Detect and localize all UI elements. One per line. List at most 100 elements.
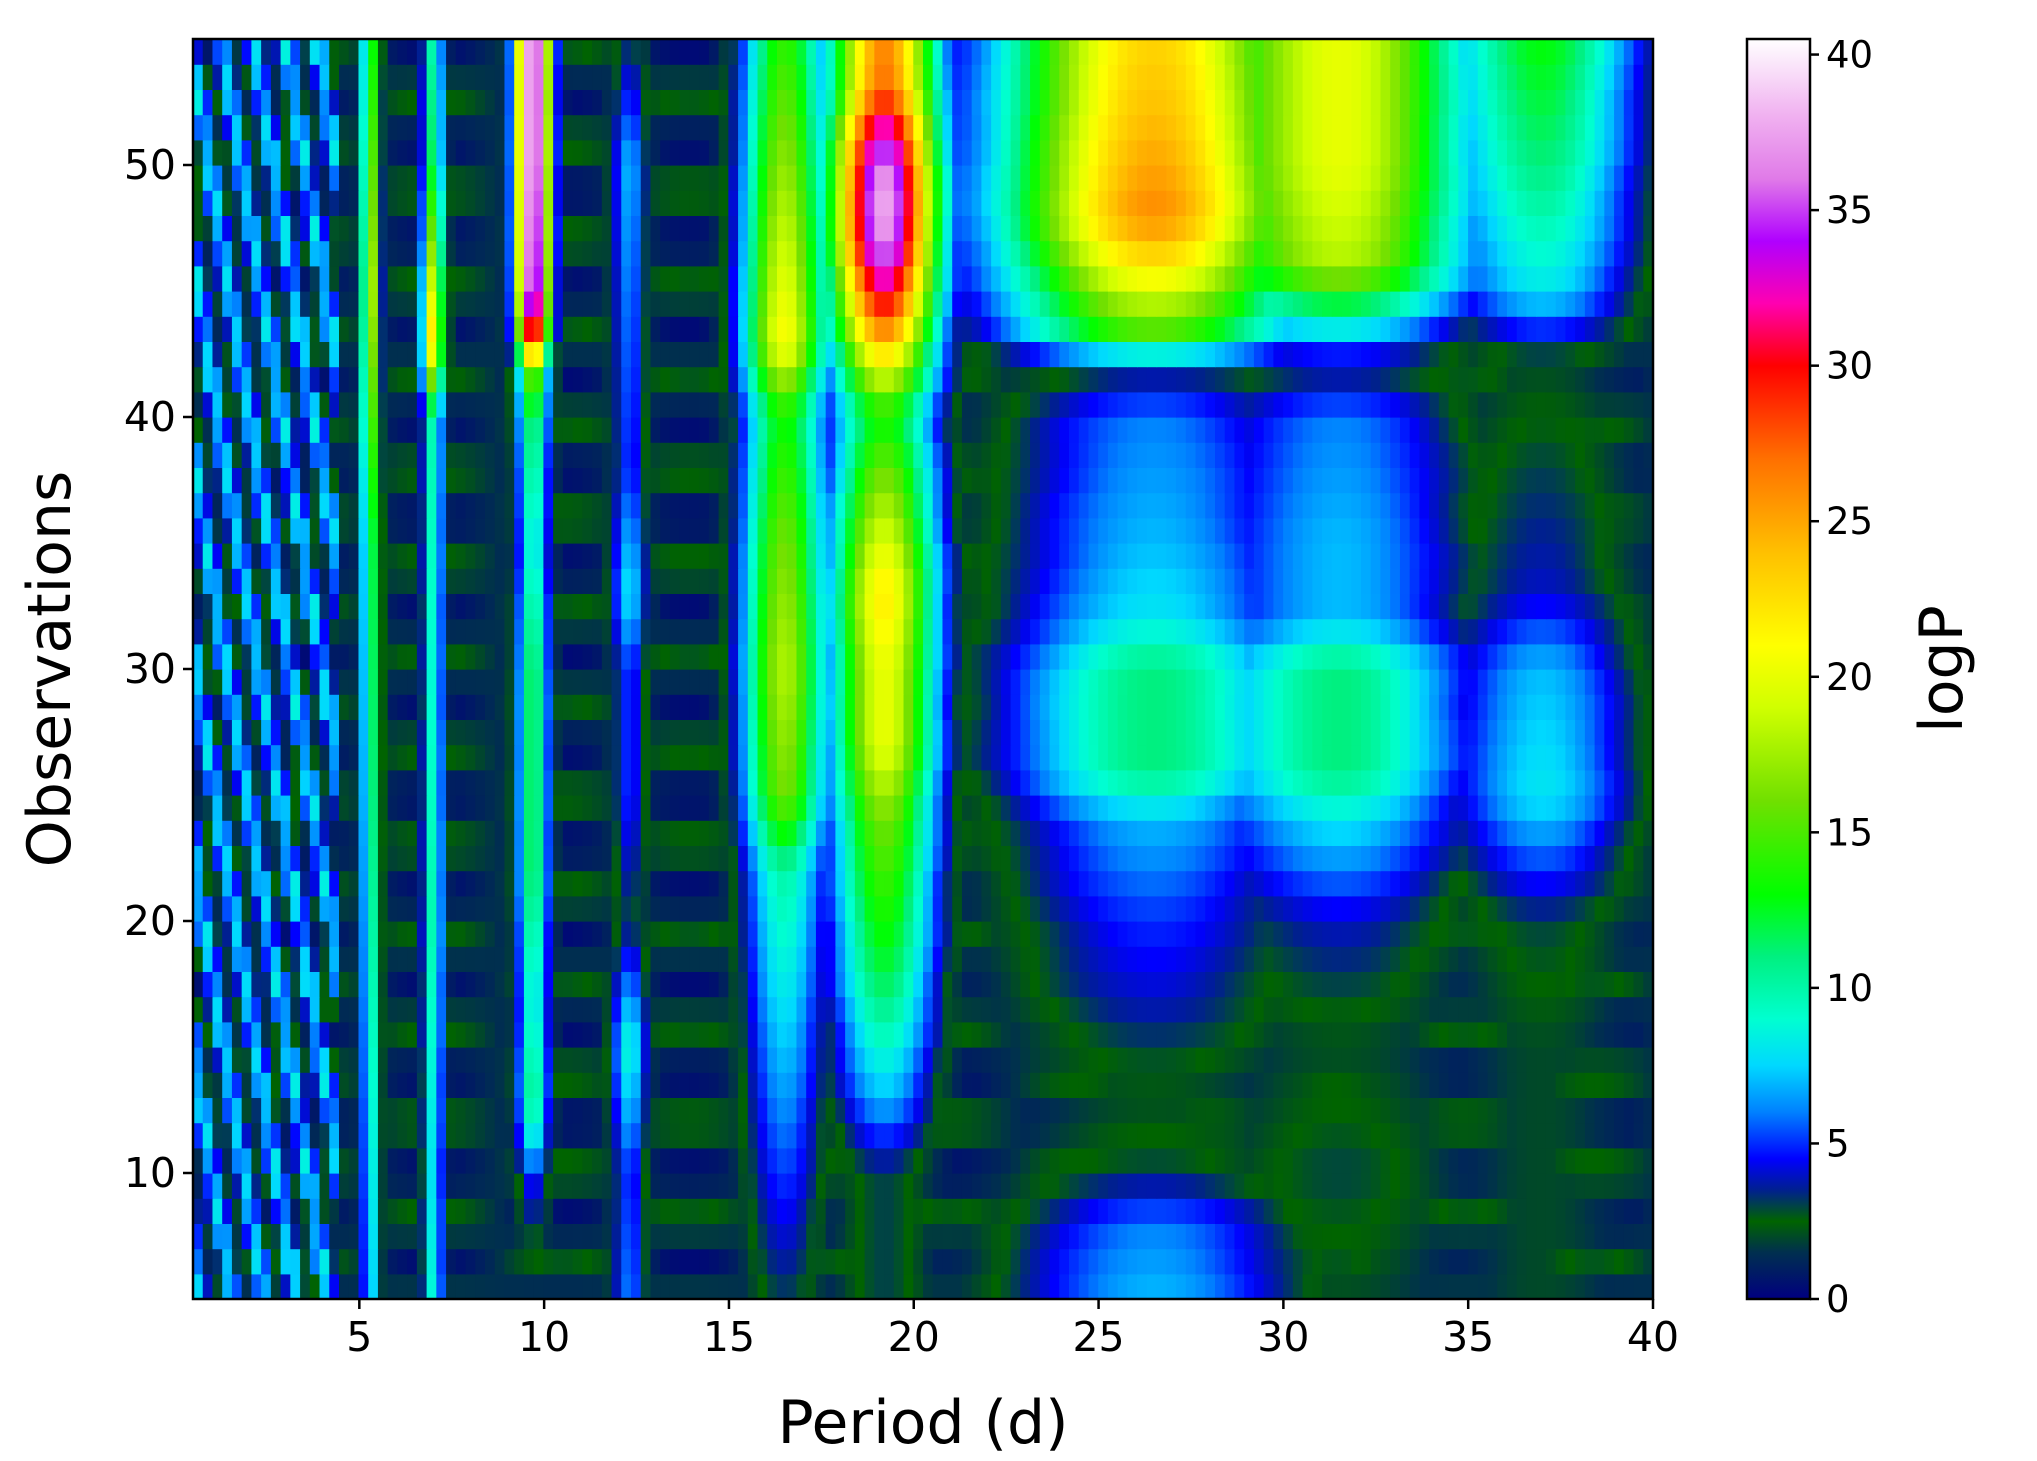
heatmap-cell <box>903 1173 914 1199</box>
heatmap-cell <box>1438 820 1450 846</box>
heatmap-cell <box>1565 719 1576 746</box>
heatmap-cell <box>1049 744 1060 771</box>
heatmap-cell <box>387 618 398 645</box>
heatmap-cell <box>212 543 223 569</box>
heatmap-cell <box>669 769 681 796</box>
heatmap-cell <box>193 694 204 720</box>
heatmap-cell <box>1166 870 1177 897</box>
heatmap-cell <box>592 971 603 998</box>
heatmap-cell <box>738 971 749 998</box>
heatmap-cell <box>339 593 350 620</box>
heatmap-cell <box>1088 946 1099 972</box>
heatmap-cell <box>533 719 544 746</box>
heatmap-cell <box>1059 1047 1070 1073</box>
heatmap-cell <box>650 568 661 594</box>
heatmap-cell <box>1234 1047 1245 1073</box>
heatmap-cell <box>835 1248 846 1275</box>
heatmap-cell <box>231 643 243 670</box>
heatmap-cell <box>348 467 360 494</box>
heatmap-cell <box>387 1173 398 1199</box>
heatmap-cell <box>1516 1223 1528 1250</box>
heatmap-cell <box>893 845 905 872</box>
heatmap-cell <box>1322 1147 1333 1174</box>
heatmap-cell <box>1497 921 1508 947</box>
heatmap-cell <box>1487 1147 1498 1174</box>
heatmap-cell <box>416 543 428 569</box>
heatmap-cell <box>942 971 953 998</box>
heatmap-cell <box>1263 467 1274 494</box>
heatmap-cell <box>1039 870 1051 897</box>
heatmap-cell <box>1409 845 1420 872</box>
heatmap-cell <box>864 694 875 720</box>
heatmap-cell <box>1429 467 1440 494</box>
heatmap-cell <box>1020 492 1031 519</box>
heatmap-cell <box>1409 1021 1420 1048</box>
heatmap-cell <box>553 492 564 519</box>
heatmap-cell <box>465 1273 476 1299</box>
heatmap-cell <box>397 744 408 771</box>
heatmap-cell <box>1575 467 1586 494</box>
heatmap-cell <box>1633 921 1644 947</box>
heatmap-cell <box>1545 1147 1557 1174</box>
heatmap-cell <box>1419 971 1430 998</box>
heatmap-cell <box>455 719 467 746</box>
heatmap-cell <box>1380 769 1391 796</box>
heatmap-cell <box>1623 669 1635 695</box>
heatmap-cell <box>533 845 544 872</box>
heatmap-cell <box>1283 1047 1294 1073</box>
heatmap-cell <box>747 1173 759 1199</box>
heatmap-cell <box>485 593 496 620</box>
heatmap-cell <box>1176 845 1187 872</box>
heatmap-cell <box>913 643 924 670</box>
heatmap-cell <box>1263 618 1274 645</box>
heatmap-cell <box>864 1273 875 1299</box>
heatmap-cell <box>1312 618 1323 645</box>
heatmap-cell <box>1536 517 1547 544</box>
heatmap-cell <box>1555 719 1566 746</box>
heatmap-cell <box>1643 719 1653 746</box>
heatmap-cell <box>1185 1122 1197 1149</box>
heatmap-cell <box>582 669 593 695</box>
heatmap-cell <box>1000 1147 1012 1174</box>
heatmap-cell <box>757 694 768 720</box>
heatmap-cell <box>339 1198 350 1224</box>
heatmap-cell <box>874 1147 885 1174</box>
heatmap-cell <box>1623 1097 1635 1124</box>
heatmap-cell <box>504 845 515 872</box>
heatmap-cell <box>689 769 700 796</box>
heatmap-cell <box>835 795 846 821</box>
heatmap-cell <box>270 467 282 494</box>
heatmap-cell <box>1331 1072 1343 1098</box>
heatmap-cell <box>893 467 905 494</box>
heatmap-cell <box>426 1147 437 1174</box>
heatmap-cell <box>874 1021 885 1048</box>
heatmap-cell <box>300 593 311 620</box>
heatmap-cell <box>874 568 885 594</box>
heatmap-cell <box>1215 1273 1226 1299</box>
heatmap-cell <box>854 694 866 720</box>
heatmap-cell <box>193 517 204 544</box>
heatmap-cell <box>407 1072 418 1098</box>
heatmap-cell <box>514 568 525 594</box>
heatmap-cell <box>1322 1223 1333 1250</box>
heatmap-cell <box>806 492 817 519</box>
heatmap-cell <box>202 870 214 897</box>
heatmap-cell <box>718 719 729 746</box>
heatmap-cell <box>1604 1072 1615 1098</box>
heatmap-cell <box>777 1047 788 1073</box>
heatmap-cell <box>475 694 486 720</box>
heatmap-cell <box>650 669 661 695</box>
heatmap-cell <box>1292 996 1304 1023</box>
heatmap-cell <box>1117 1173 1128 1199</box>
heatmap-cell <box>562 694 574 720</box>
heatmap-cell <box>543 744 554 771</box>
heatmap-cell <box>1010 568 1021 594</box>
heatmap-cell <box>660 946 671 972</box>
heatmap-cell <box>961 996 973 1023</box>
heatmap-cell <box>397 971 408 998</box>
heatmap-cell <box>241 971 252 998</box>
heatmap-cell <box>1049 669 1060 695</box>
heatmap-cell <box>1419 1198 1430 1224</box>
heatmap-cell <box>932 1047 944 1073</box>
heatmap-cell <box>1234 845 1245 872</box>
